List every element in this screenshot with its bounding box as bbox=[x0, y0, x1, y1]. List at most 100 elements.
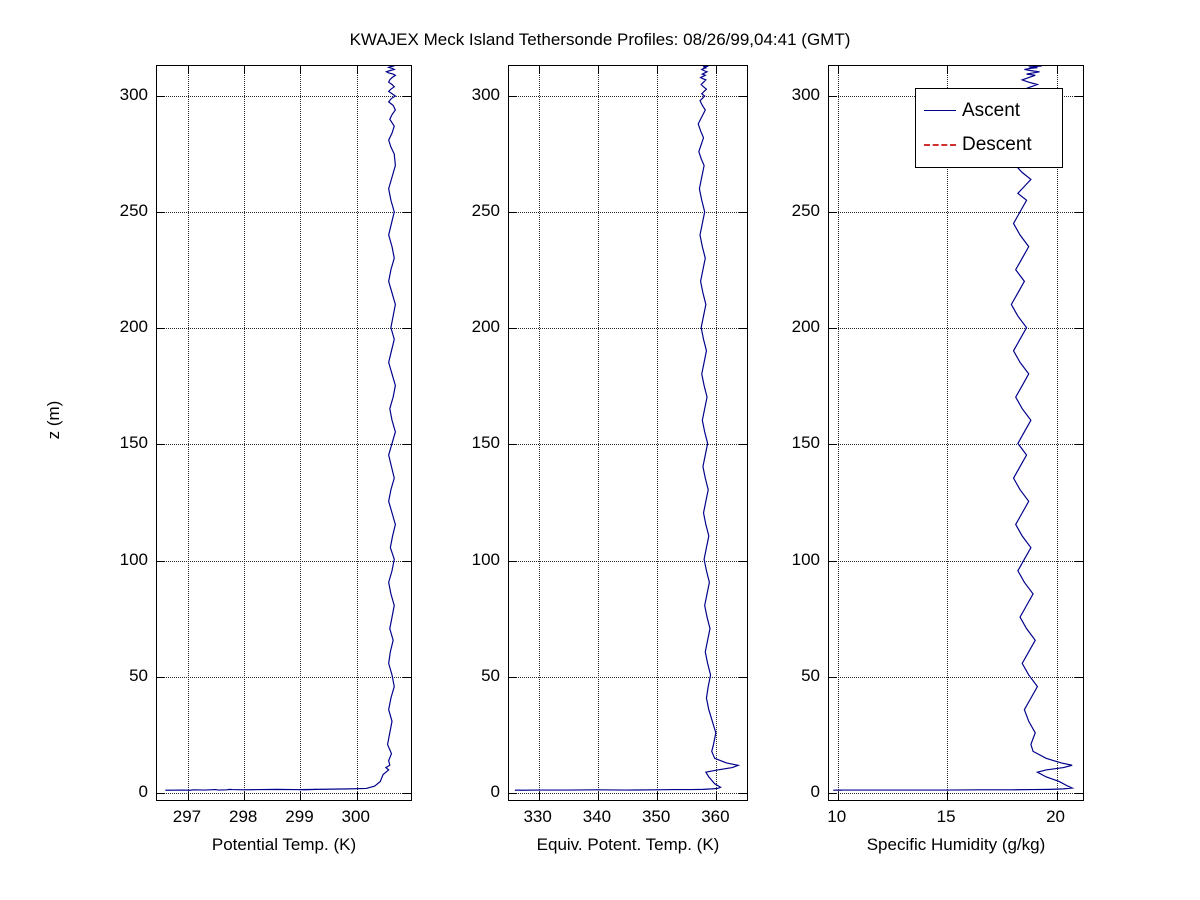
data-curves bbox=[514, 66, 741, 791]
x-tick-label: 360 bbox=[701, 807, 730, 826]
y-tick-label: 100 bbox=[471, 549, 500, 569]
y-tick-mark bbox=[403, 212, 411, 214]
x-tick-mark bbox=[837, 792, 839, 800]
y-tick-label: 100 bbox=[791, 549, 820, 569]
y-gridline bbox=[509, 560, 747, 562]
y-tick-label: 150 bbox=[471, 433, 500, 453]
x-tick-mark bbox=[187, 792, 189, 800]
y-tick-label: 0 bbox=[490, 781, 500, 801]
y-tick-mark bbox=[157, 676, 165, 678]
y-gridline bbox=[829, 560, 1083, 562]
y-tick-label: 50 bbox=[481, 665, 500, 685]
y-tick-label: 100 bbox=[119, 549, 148, 569]
y-tick-mark bbox=[1075, 328, 1083, 330]
y-tick-mark bbox=[829, 676, 837, 678]
y-tick-label: 250 bbox=[119, 201, 148, 221]
x-tick-label: 299 bbox=[285, 807, 314, 826]
legend-entry-ascent: Ascent bbox=[916, 93, 1062, 127]
x-tick-label: 300 bbox=[341, 807, 370, 826]
y-tick-mark bbox=[403, 444, 411, 446]
series-line-ascent bbox=[165, 66, 397, 791]
x-gridline bbox=[657, 66, 659, 800]
y-tick-mark bbox=[739, 676, 747, 678]
y-gridline bbox=[157, 676, 411, 678]
y-tick-mark bbox=[739, 792, 747, 794]
y-gridline bbox=[509, 676, 747, 678]
y-tick-mark bbox=[509, 212, 517, 214]
y-gridline bbox=[509, 212, 747, 214]
x-tick-label: 297 bbox=[172, 807, 202, 826]
x-axis-label: Equiv. Potent. Temp. (K) bbox=[536, 835, 720, 854]
x-tick-label: 10 bbox=[827, 807, 847, 826]
x-tick-label: 340 bbox=[582, 807, 612, 826]
figure-title: KWAJEX Meck Island Tethersonde Profiles:… bbox=[349, 30, 851, 49]
y-tick-mark bbox=[1075, 96, 1083, 98]
legend-label-descent: Descent bbox=[962, 133, 1032, 155]
y-tick-mark bbox=[509, 444, 517, 446]
y-tick-label: 200 bbox=[471, 317, 500, 337]
y-tick-mark bbox=[157, 560, 165, 562]
plot-area-1 bbox=[509, 66, 747, 800]
x-tick-mark bbox=[1056, 66, 1058, 74]
y-tick-mark bbox=[403, 676, 411, 678]
y-tick-mark bbox=[509, 560, 517, 562]
y-tick-mark bbox=[403, 96, 411, 98]
legend-entry-descent: Descent bbox=[916, 127, 1062, 161]
legend-box: Ascent Descent bbox=[915, 88, 1063, 168]
y-tick-mark bbox=[829, 560, 837, 562]
plot-panel-equiv-potential-temp bbox=[508, 65, 748, 801]
y-gridline bbox=[829, 676, 1083, 678]
legend-label-ascent: Ascent bbox=[962, 99, 1021, 121]
x-gridline bbox=[947, 66, 949, 800]
x-tick-mark bbox=[657, 66, 659, 74]
y-tick-mark bbox=[829, 444, 837, 446]
x-tick-mark bbox=[538, 66, 540, 74]
x-tick-label: 298 bbox=[229, 807, 258, 826]
y-tick-mark bbox=[1075, 212, 1083, 214]
y-tick-mark bbox=[509, 792, 517, 794]
x-gridline bbox=[716, 66, 718, 800]
x-gridline bbox=[300, 66, 302, 800]
x-tick-mark bbox=[837, 66, 839, 74]
y-gridline bbox=[157, 560, 411, 562]
y-gridline bbox=[829, 328, 1083, 330]
x-tick-mark bbox=[597, 792, 599, 800]
legend-swatch-descent bbox=[924, 138, 956, 150]
y-gridline bbox=[157, 212, 411, 214]
y-gridline bbox=[829, 212, 1083, 214]
y-tick-mark bbox=[509, 96, 517, 98]
y-tick-mark bbox=[829, 328, 837, 330]
y-tick-mark bbox=[1075, 560, 1083, 562]
y-tick-label: 250 bbox=[791, 201, 820, 221]
y-gridline bbox=[157, 792, 411, 794]
x-tick-mark bbox=[538, 792, 540, 800]
plot-area-2 bbox=[829, 66, 1083, 800]
x-tick-mark bbox=[187, 66, 189, 74]
x-tick-mark bbox=[947, 66, 949, 74]
y-tick-label: 300 bbox=[119, 85, 148, 105]
x-tick-mark bbox=[1056, 792, 1058, 800]
y-gridline bbox=[509, 328, 747, 330]
y-tick-mark bbox=[509, 676, 517, 678]
y-tick-label: 300 bbox=[471, 85, 500, 105]
x-tick-mark bbox=[657, 792, 659, 800]
y-tick-mark bbox=[829, 792, 837, 794]
y-tick-mark bbox=[1075, 792, 1083, 794]
y-tick-mark bbox=[829, 212, 837, 214]
x-tick-label: 15 bbox=[936, 807, 956, 826]
y-tick-mark bbox=[157, 792, 165, 794]
x-tick-mark bbox=[716, 66, 718, 74]
x-tick-mark bbox=[300, 792, 302, 800]
y-gridline bbox=[157, 328, 411, 330]
plot-panel-potential-temp bbox=[156, 65, 412, 801]
y-tick-mark bbox=[157, 96, 165, 98]
x-tick-mark bbox=[947, 792, 949, 800]
y-gridline bbox=[509, 444, 747, 446]
y-tick-mark bbox=[157, 328, 165, 330]
y-gridline bbox=[509, 792, 747, 794]
y-tick-mark bbox=[739, 560, 747, 562]
x-tick-mark bbox=[597, 66, 599, 74]
y-tick-mark bbox=[739, 212, 747, 214]
y-tick-mark bbox=[403, 792, 411, 794]
